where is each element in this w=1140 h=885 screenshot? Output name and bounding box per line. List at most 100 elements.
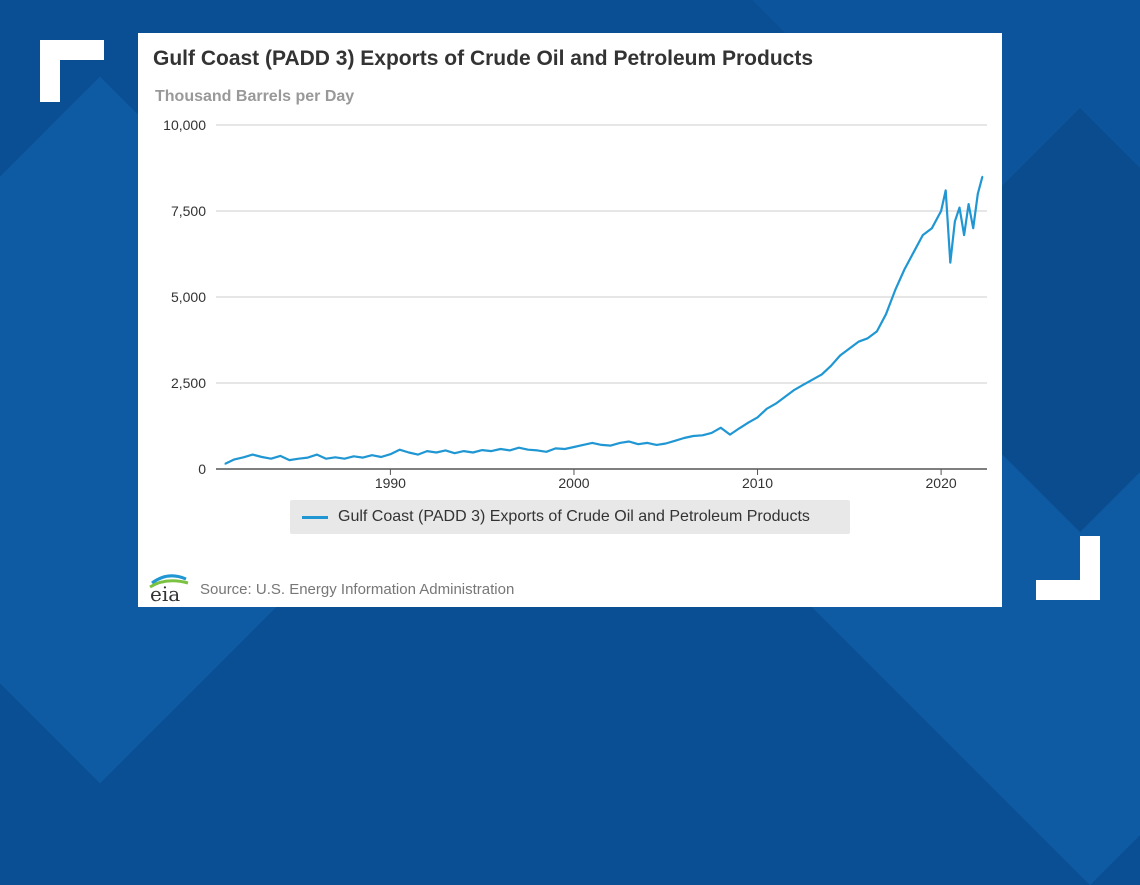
data-point [407,451,410,454]
data-point [885,313,887,316]
y-axis-unit-label: Thousand Barrels per Day [155,88,355,105]
data-point [720,426,722,429]
data-point [527,448,529,451]
data-point [563,448,566,450]
data-point [747,421,750,424]
data-point [545,451,548,453]
chart-plot-area: 0 2,500 5,000 7,500 10,000 1990 2000 2010 2020 [163,117,987,491]
data-point [518,446,520,449]
data-point [820,373,823,376]
chart-card: Gulf Coast (PADD 3) Exports of Crude Oil… [138,33,1002,607]
data-point [793,389,796,391]
data-point [481,449,483,451]
x-tick-label: 2010 [742,475,773,491]
data-point [508,449,511,452]
data-point [756,416,759,419]
data-point [912,251,915,254]
x-tick-label: 2000 [558,475,589,491]
chart-title: Gulf Coast (PADD 3) Exports of Crude Oil… [153,47,814,70]
data-point [297,457,300,460]
data-point [775,402,777,405]
y-tick-label: 10,000 [163,117,206,133]
data-point [426,450,428,452]
data-point [692,435,695,437]
data-point [279,455,282,457]
data-point [972,227,975,229]
data-point [389,453,392,456]
data-point [306,456,309,459]
x-tick-label: 2020 [926,475,957,491]
data-point [944,189,947,192]
legend-label: Gulf Coast (PADD 3) Exports of Crude Oil… [338,508,810,525]
y-tick-label: 0 [198,461,206,477]
data-point [894,289,897,291]
data-point [839,354,841,357]
data-point [316,453,318,456]
data-point [784,395,786,398]
data-point [802,383,805,386]
data-point [940,210,942,212]
data-point [362,456,364,459]
source-note: Source: U.S. Energy Information Administ… [200,581,515,598]
data-point [628,440,630,443]
y-tick-label: 5,000 [171,289,206,305]
data-point [765,408,768,410]
y-tick-label: 7,500 [171,203,206,219]
data-point [224,463,226,465]
data-point [811,378,814,381]
data-point [261,456,263,458]
data-point [655,444,658,446]
corner-bracket-bottom-right [1036,536,1100,600]
data-point [701,434,704,437]
data-point [683,437,685,439]
chart-legend[interactable]: Gulf Coast (PADD 3) Exports of Crude Oil… [290,500,850,534]
data-point [977,193,979,195]
eia-logo: eia [149,574,189,603]
data-point [371,454,373,457]
data-point [674,439,676,442]
data-point [949,261,952,264]
data-point [380,456,383,458]
data-point [573,446,575,448]
data-point [536,449,539,452]
data-point [398,448,401,451]
data-point [963,234,965,236]
data-point [866,337,869,340]
data-point [931,227,933,229]
corner-bracket-top-left [40,40,104,102]
data-point [334,456,337,459]
data-point [981,175,984,178]
data-point [490,450,493,452]
data-point [729,433,731,436]
data-point [710,432,713,434]
data-point [251,453,254,456]
data-point [435,451,438,454]
data-point [954,220,956,223]
data-point [582,444,584,446]
data-point [242,456,245,459]
eia-logo-text: eia [150,582,180,603]
data-point [921,234,924,236]
data-point [499,448,502,450]
data-point [352,455,355,458]
data-point [646,442,649,444]
data-point [343,457,346,460]
data-point [463,450,465,452]
data-point [417,453,419,456]
y-tick-label: 2,500 [171,375,206,391]
series-line [224,176,984,465]
data-point [903,268,906,271]
data-point [472,451,474,454]
data-point [270,457,272,460]
data-point [453,452,456,454]
data-point [609,444,612,447]
legend-swatch [302,515,328,519]
data-point [848,347,851,350]
data-point [288,459,291,461]
data-point [233,458,236,461]
data-point [619,442,621,444]
data-point [857,340,860,343]
data-point [325,457,327,460]
data-point [664,442,667,445]
data-point [554,447,557,450]
